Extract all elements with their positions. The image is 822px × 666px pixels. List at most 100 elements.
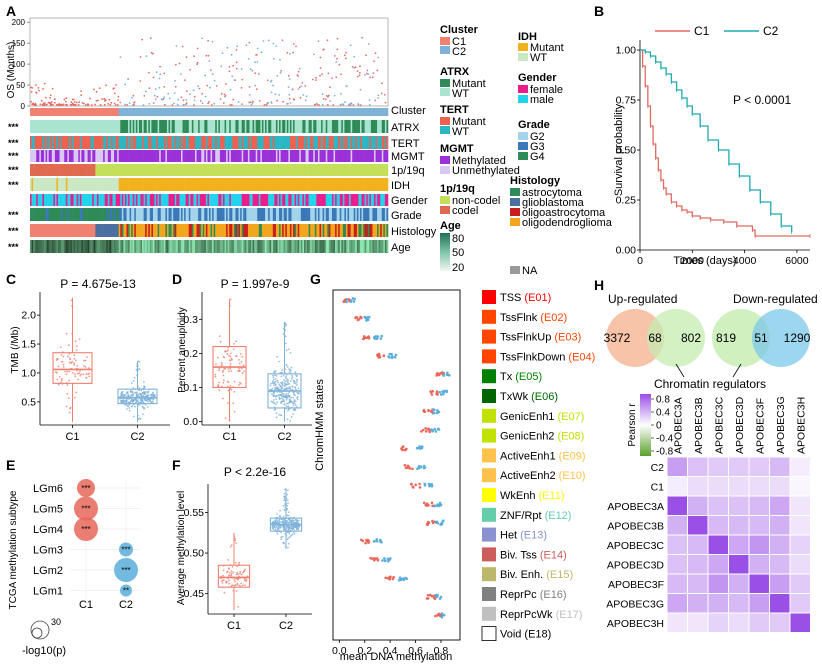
heatmap-cell <box>53 240 56 253</box>
heatmap-cell <box>65 194 68 206</box>
heatmap-cell <box>258 120 261 133</box>
chromhmm-state-code: (E17) <box>556 609 583 621</box>
os-point <box>228 70 231 73</box>
heatmap-cell <box>121 194 124 206</box>
os-point <box>240 68 243 70</box>
os-point <box>364 74 366 76</box>
os-point <box>207 102 210 105</box>
os-point <box>173 102 175 105</box>
heatmap-cell <box>89 120 92 133</box>
heatmap-cell <box>121 108 124 116</box>
heatmap-cell <box>241 194 244 206</box>
heatmap-cell <box>107 240 110 253</box>
box-point <box>275 398 278 401</box>
box-point <box>285 377 287 380</box>
heatmap-cell <box>173 150 176 162</box>
heatmap-cell <box>294 136 297 149</box>
box-point <box>292 404 295 407</box>
heatmap-cell <box>331 136 334 149</box>
heatmap-cell <box>184 224 186 237</box>
heatmap-cell <box>129 164 132 176</box>
heatmap-cell <box>135 240 138 253</box>
os-point <box>220 65 223 68</box>
os-point <box>221 52 224 54</box>
box-point <box>283 492 286 495</box>
heatmap-cell <box>110 178 113 191</box>
heatmap-cell <box>65 224 68 237</box>
heatmap-cell <box>241 150 244 162</box>
box-point <box>122 399 125 402</box>
corr-cell <box>666 495 688 516</box>
heatmap-cell <box>51 208 54 221</box>
heatmap-cell <box>296 150 299 162</box>
box-point <box>294 400 297 402</box>
heatmap-cell <box>316 136 319 149</box>
heatmap-cell <box>72 136 74 149</box>
heatmap-cell <box>221 164 224 176</box>
box-ytick-label: 2.0 <box>21 310 36 322</box>
heatmap-cell <box>308 150 311 162</box>
box-point <box>292 396 295 399</box>
heatmap-cell <box>129 136 132 149</box>
box-rect-C1 <box>52 352 93 384</box>
heatmap-cell <box>226 136 228 149</box>
heatmap-cell <box>106 224 109 237</box>
heatmap-cell <box>210 194 213 206</box>
legend-swatch <box>510 208 520 216</box>
box-point <box>283 508 286 511</box>
heatmap-cell <box>54 164 57 176</box>
box-point <box>131 392 134 394</box>
heatmap-cell <box>120 136 123 149</box>
heatmap-cell <box>339 178 342 191</box>
heatmap-cell <box>353 108 356 116</box>
box-point <box>279 509 281 512</box>
heatmap-cell <box>335 240 337 253</box>
heatmap-cell <box>226 178 228 191</box>
heatmap-cell <box>117 150 120 162</box>
chromhmm-frame <box>332 289 461 641</box>
heatmap-cell <box>148 178 151 191</box>
os-point <box>260 51 263 54</box>
box-point <box>293 402 296 405</box>
heatmap-cell <box>159 208 162 221</box>
heatmap-cell <box>305 136 308 149</box>
chromhmm-point-c1 <box>370 557 374 560</box>
heatmap-cell <box>305 208 308 221</box>
heatmap-cell <box>235 178 238 191</box>
heatmap-cell <box>157 194 160 206</box>
box-point <box>286 383 288 386</box>
heatmap-cell <box>218 120 221 133</box>
heatmap-cell <box>149 136 152 149</box>
heatmap-cell <box>198 108 200 116</box>
heatmap-cell <box>126 108 129 116</box>
heatmap-cell <box>373 136 376 149</box>
heatmap-cell <box>237 240 239 253</box>
chromhmm-point-c2 <box>390 356 394 360</box>
heatmap-cell <box>335 120 337 133</box>
heatmap-cell <box>70 194 73 206</box>
heatmap-cell <box>296 120 299 133</box>
heatmap-cell <box>232 224 235 237</box>
heatmap-cell <box>182 208 185 221</box>
heatmap-cell <box>347 224 350 237</box>
heatmap-cell <box>78 224 81 237</box>
heatmap-cell <box>249 164 252 176</box>
heatmap-cell <box>117 224 120 237</box>
box-point <box>228 567 231 569</box>
corr-cell <box>666 476 688 497</box>
chromhmm-point-c1 <box>426 521 430 524</box>
heatmap-cell <box>177 136 180 149</box>
heatmap-cell <box>126 224 129 237</box>
heatmap-cell <box>342 164 345 176</box>
heatmap-cell <box>291 178 294 191</box>
heatmap-cell <box>50 120 53 133</box>
chromhmm-point-c2 <box>434 430 438 433</box>
chromhmm-state-name: TxWk <box>500 391 529 403</box>
box-point <box>287 409 289 412</box>
heatmap-significance: *** <box>8 180 19 190</box>
heatmap-cell <box>210 164 213 176</box>
box-xtick-label: C2 <box>279 620 293 632</box>
heatmap-cell <box>170 208 172 221</box>
chromhmm-state-label: TssFlnk (E02) <box>500 312 567 324</box>
heatmap-cell <box>377 108 379 116</box>
